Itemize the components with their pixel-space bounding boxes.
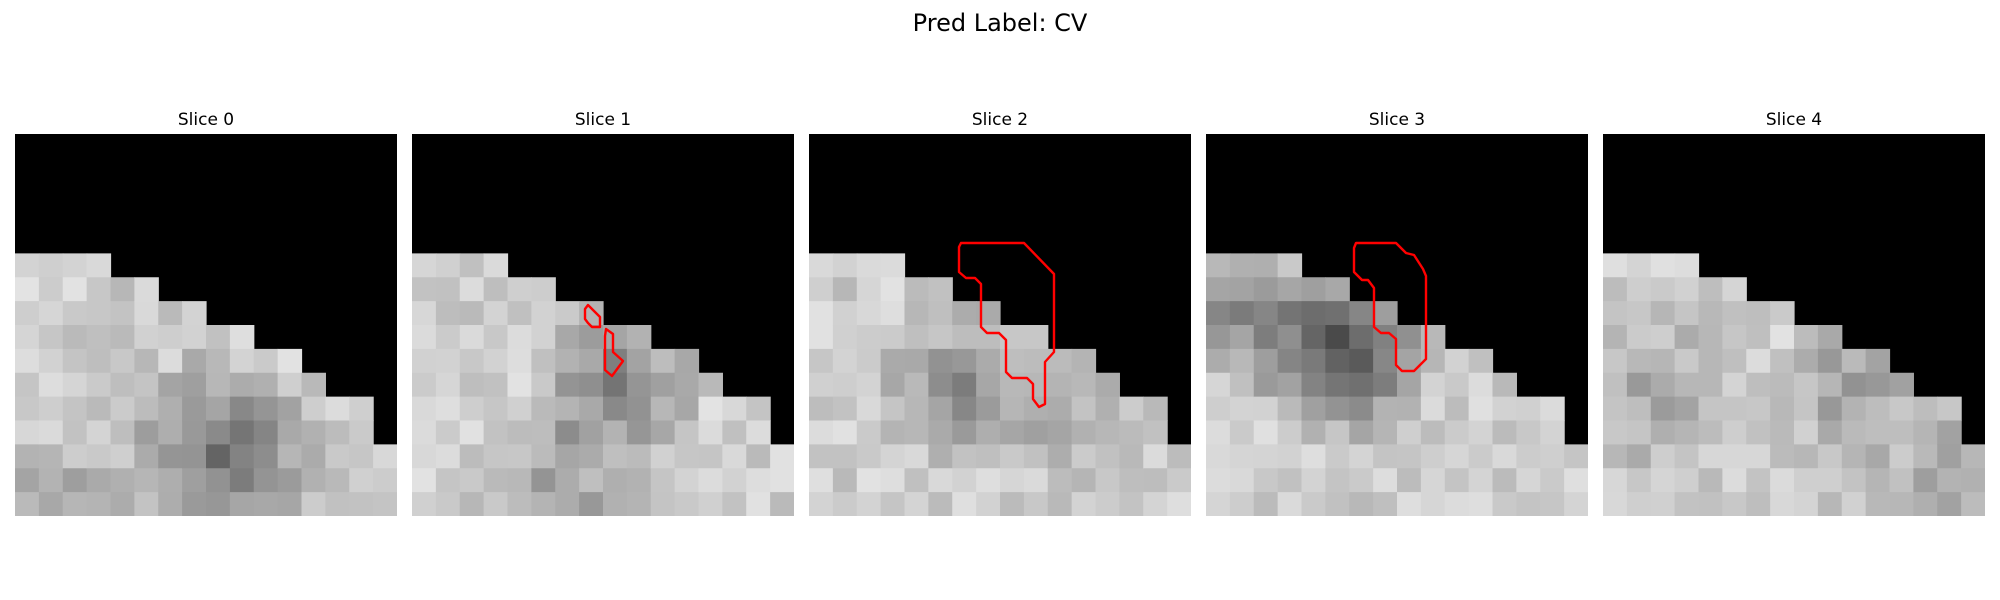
tissue-pixels — [15, 253, 397, 516]
slice-image-0 — [15, 134, 397, 516]
segmentation-contour — [583, 303, 625, 378]
slice-title: Slice 4 — [1765, 110, 1823, 130]
tissue-pixels — [412, 253, 794, 516]
slice-image-2 — [809, 134, 1191, 516]
tissue-pixels — [809, 253, 1191, 516]
tissue-pixels — [1206, 253, 1588, 516]
slice-title: Slice 3 — [1368, 110, 1426, 130]
slice-title: Slice 1 — [574, 110, 632, 130]
slice-image-4 — [1603, 134, 1985, 516]
segmentation-contour — [1352, 241, 1428, 373]
slice-title: Slice 2 — [971, 110, 1029, 130]
slice-image-3 — [1206, 134, 1588, 516]
slice-title: Slice 0 — [177, 110, 235, 130]
slice-image-1 — [412, 134, 794, 516]
figure-title: Pred Label: CV — [912, 9, 1088, 37]
segmentation-contour — [957, 241, 1056, 409]
tissue-pixels — [1603, 253, 1985, 516]
